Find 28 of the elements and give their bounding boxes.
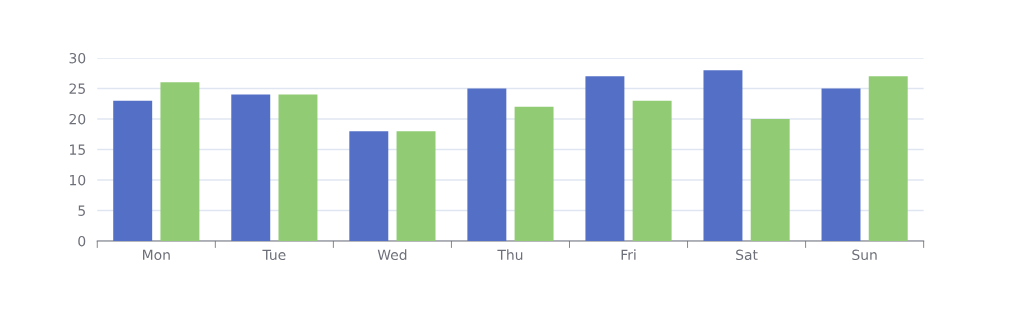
bar	[349, 131, 389, 241]
y-tick-label: 30	[69, 52, 86, 64]
x-tick-label: Thu	[497, 249, 523, 261]
x-tick-label: Tue	[262, 249, 286, 261]
bar	[467, 88, 507, 241]
x-tick-label: Wed	[377, 249, 407, 261]
bar	[514, 106, 554, 241]
bar	[585, 76, 625, 241]
y-tick-label: 10	[70, 174, 86, 186]
bar	[632, 100, 672, 241]
bar	[821, 88, 861, 241]
bar	[396, 131, 436, 241]
x-tick-label: Sun	[852, 249, 877, 261]
bar	[231, 94, 271, 241]
bar	[750, 118, 790, 241]
bar	[868, 76, 908, 241]
x-tick-label: Mon	[143, 249, 170, 261]
y-tick-label: 0	[78, 235, 86, 247]
y-tick-label: 25	[69, 83, 85, 94]
y-tick-label: 15	[70, 144, 85, 155]
x-tick-label: Fri	[621, 249, 636, 260]
bar	[160, 82, 200, 241]
y-tick-label: 20	[69, 113, 86, 125]
bar	[113, 100, 153, 241]
bar	[703, 70, 743, 241]
y-tick-label: 5	[78, 205, 85, 216]
bar	[278, 94, 318, 241]
x-tick-label: Sat	[736, 249, 758, 261]
